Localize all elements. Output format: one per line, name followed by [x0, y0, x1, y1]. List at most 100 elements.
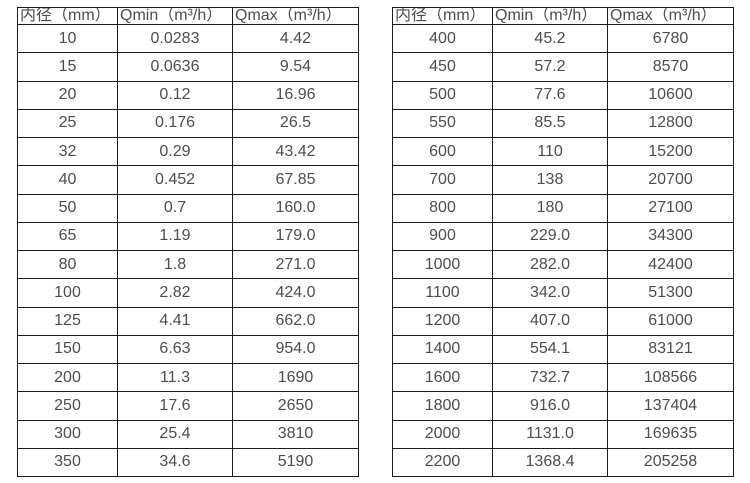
table-row: 1600 732.7 108566 [392, 362, 734, 393]
table-cell: 42400 [607, 249, 734, 280]
table-cell: 0.7 [117, 193, 233, 223]
table-row: 1100 342.0 51300 [392, 278, 734, 308]
table-cell: 1800 [392, 391, 493, 421]
table-cell: 5190 [232, 447, 359, 478]
table-cell: 40 [17, 165, 118, 195]
table-cell: 65 [17, 221, 118, 252]
column-header-diameter: 内径（mm） [392, 7, 493, 25]
table-row: 15 0.0636 9.54 [17, 52, 359, 82]
table-cell: 137404 [607, 391, 734, 421]
table-cell: 10 [17, 23, 118, 54]
table-cell: 51300 [607, 278, 734, 308]
table-cell: 1690 [232, 362, 359, 393]
table-cell: 10600 [607, 80, 734, 110]
table-cell: 1200 [392, 306, 493, 336]
table-row: 100 2.82 424.0 [17, 278, 359, 308]
table-header: 内径（mm） Qmin（m³/h） Qmax（m³/h） [392, 7, 734, 25]
table-cell: 916.0 [492, 391, 608, 421]
table-row: 40 0.452 67.85 [17, 165, 359, 195]
table-cell: 500 [392, 80, 493, 110]
table-row: 350 34.6 5190 [17, 447, 359, 478]
table-row: 400 45.2 6780 [392, 23, 734, 54]
table-row: 550 85.5 12800 [392, 108, 734, 139]
table-cell: 350 [17, 447, 118, 478]
table-cell: 9.54 [232, 52, 359, 82]
table-cell: 732.7 [492, 362, 608, 393]
table-cell: 0.0283 [117, 23, 233, 54]
table-cell: 16.96 [232, 80, 359, 110]
table-cell: 6780 [607, 23, 734, 54]
table-cell: 150 [17, 334, 118, 365]
table-row: 10 0.0283 4.42 [17, 23, 359, 54]
table-cell: 108566 [607, 362, 734, 393]
table-cell: 83121 [607, 334, 734, 365]
table-row: 50 0.7 160.0 [17, 193, 359, 223]
table-cell: 43.42 [232, 136, 359, 167]
table-row: 20 0.12 16.96 [17, 80, 359, 110]
table-cell: 27100 [607, 193, 734, 223]
table-cell: 169635 [607, 419, 734, 449]
table-row: 450 57.2 8570 [392, 52, 734, 82]
table-cell: 1131.0 [492, 419, 608, 449]
table-cell: 11.3 [117, 362, 233, 393]
table-row: 900 229.0 34300 [392, 221, 734, 252]
table-cell: 0.0636 [117, 52, 233, 82]
table-cell: 900 [392, 221, 493, 252]
table-cell: 17.6 [117, 391, 233, 421]
table-cell: 160.0 [232, 193, 359, 223]
table-cell: 1368.4 [492, 447, 608, 478]
column-header-qmax: Qmax（m³/h） [607, 7, 734, 25]
table-cell: 205258 [607, 447, 734, 478]
table-body: 10 0.0283 4.42 15 0.0636 9.54 20 0.12 16.96 25 0.1… [17, 23, 359, 478]
table-cell: 2200 [392, 447, 493, 478]
header-row: 内径（mm） Qmin（m³/h） Qmax（m³/h） [17, 7, 359, 25]
table-cell: 125 [17, 306, 118, 336]
table-cell: 1400 [392, 334, 493, 365]
table-cell: 4.41 [117, 306, 233, 336]
table-cell: 0.12 [117, 80, 233, 110]
table-cell: 1000 [392, 249, 493, 280]
table-row: 200 11.3 1690 [17, 362, 359, 393]
table-cell: 1100 [392, 278, 493, 308]
table-cell: 2000 [392, 419, 493, 449]
column-header-qmin: Qmin（m³/h） [117, 7, 233, 25]
table-cell: 0.29 [117, 136, 233, 167]
table-cell: 61000 [607, 306, 734, 336]
table-row: 1200 407.0 61000 [392, 306, 734, 336]
flow-table-large-diameters: 内径（mm） Qmin（m³/h） Qmax（m³/h） 400 45.2 6780… [392, 7, 734, 478]
table-row: 2000 1131.0 169635 [392, 419, 734, 449]
table-row: 25 0.176 26.5 [17, 108, 359, 139]
table-cell: 954.0 [232, 334, 359, 365]
column-header-diameter: 内径（mm） [17, 7, 118, 25]
table-row: 800 180 27100 [392, 193, 734, 223]
column-header-qmax: Qmax（m³/h） [232, 7, 359, 25]
table-row: 1800 916.0 137404 [392, 391, 734, 421]
table-row: 700 138 20700 [392, 165, 734, 195]
table-cell: 26.5 [232, 108, 359, 139]
table-cell: 57.2 [492, 52, 608, 82]
table-cell: 180 [492, 193, 608, 223]
table-row: 600 110 15200 [392, 136, 734, 167]
table-cell: 3810 [232, 419, 359, 449]
table-cell: 80 [17, 249, 118, 280]
table-cell: 4.42 [232, 23, 359, 54]
column-header-qmin: Qmin（m³/h） [492, 7, 608, 25]
table-cell: 250 [17, 391, 118, 421]
table-cell: 67.85 [232, 165, 359, 195]
table-cell: 77.6 [492, 80, 608, 110]
table-cell: 20 [17, 80, 118, 110]
table-cell: 550 [392, 108, 493, 139]
table-cell: 25.4 [117, 419, 233, 449]
table-cell: 32 [17, 136, 118, 167]
table-header: 内径（mm） Qmin（m³/h） Qmax（m³/h） [17, 7, 359, 25]
table-cell: 15200 [607, 136, 734, 167]
table-cell: 271.0 [232, 249, 359, 280]
table-cell: 600 [392, 136, 493, 167]
table-row: 150 6.63 954.0 [17, 334, 359, 365]
table-cell: 554.1 [492, 334, 608, 365]
table-cell: 1.8 [117, 249, 233, 280]
table-row: 300 25.4 3810 [17, 419, 359, 449]
table-cell: 662.0 [232, 306, 359, 336]
table-cell: 20700 [607, 165, 734, 195]
